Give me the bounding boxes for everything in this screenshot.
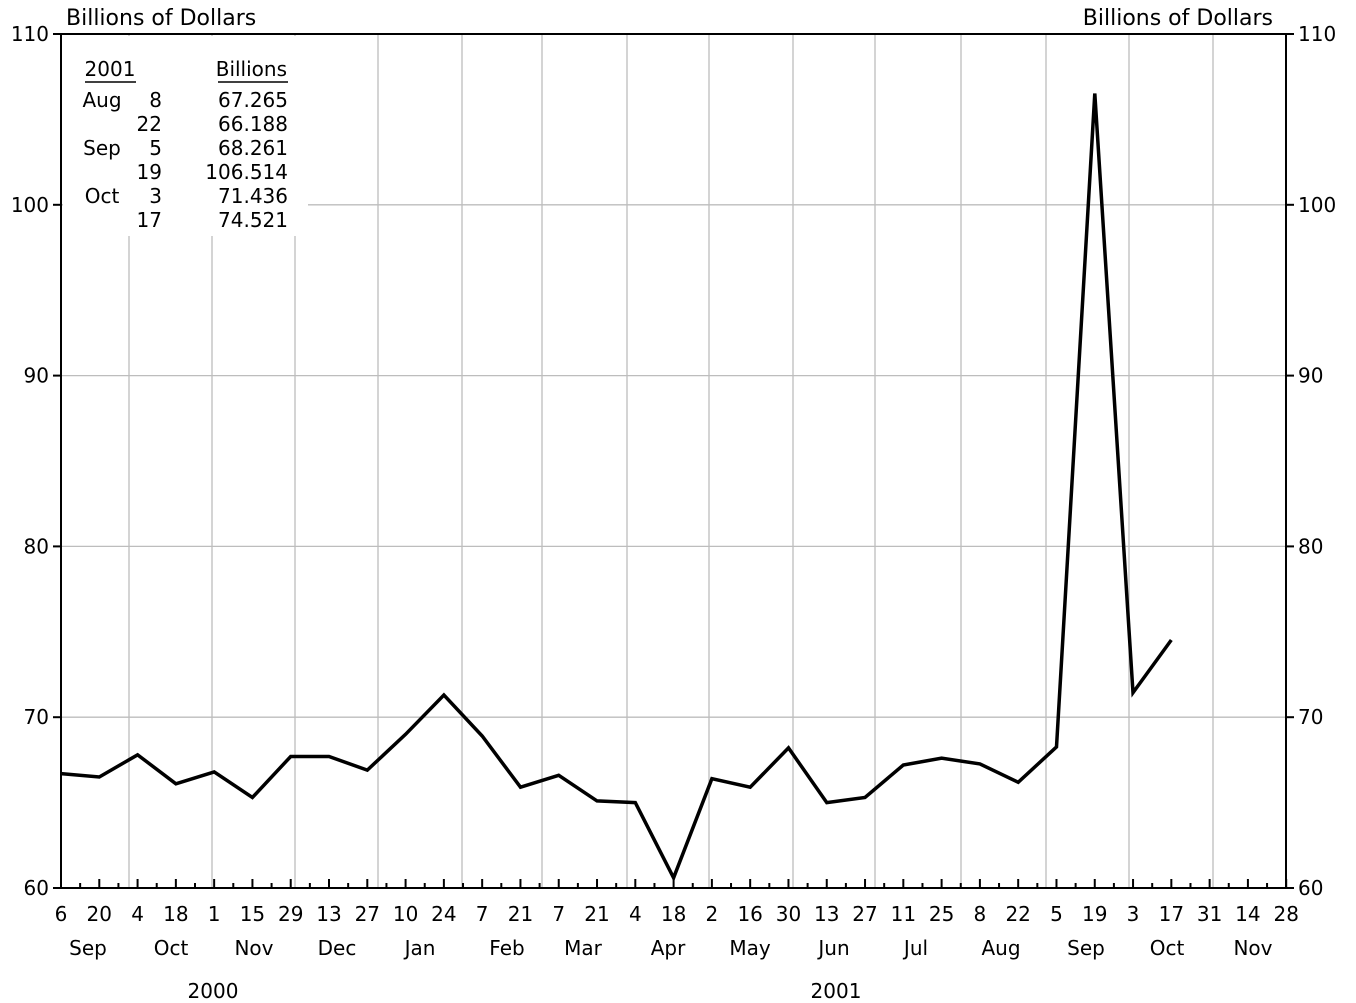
x-tick-label: 15 <box>240 902 265 926</box>
month-label: Apr <box>651 936 686 960</box>
y-tick-label-left: 100 <box>11 193 49 217</box>
x-tick-label: 14 <box>1235 902 1260 926</box>
month-label: Jun <box>816 936 849 960</box>
x-tick-label: 20 <box>87 902 112 926</box>
month-label: Jan <box>403 936 436 960</box>
inset-row-day: 5 <box>149 136 162 160</box>
x-tick-label: 7 <box>552 902 565 926</box>
y-tick-label-left: 110 <box>11 22 49 46</box>
tick-marks <box>53 33 1294 889</box>
inset-header-value: Billions <box>216 57 287 81</box>
x-tick-label: 13 <box>814 902 839 926</box>
x-tick-label: 29 <box>278 902 303 926</box>
x-tick-label: 4 <box>629 902 642 926</box>
y-tick-label-right: 90 <box>1298 364 1323 388</box>
month-label: May <box>729 936 771 960</box>
y-tick-label-left: 80 <box>24 534 49 558</box>
inset-row-day: 8 <box>149 88 162 112</box>
inset-row-value: 106.514 <box>205 160 288 184</box>
inset-row-day: 19 <box>137 160 162 184</box>
x-tick-label: 8 <box>974 902 987 926</box>
inset-row-value: 71.436 <box>218 184 288 208</box>
x-tick-label: 1 <box>208 902 221 926</box>
inset-row-month: Aug <box>82 88 121 112</box>
x-tick-label: 16 <box>737 902 762 926</box>
month-label: Dec <box>318 936 357 960</box>
x-tick-label: 21 <box>508 902 533 926</box>
inset-row-value: 74.521 <box>218 208 288 232</box>
x-tick-label: 4 <box>131 902 144 926</box>
x-tick-label: 6 <box>55 902 68 926</box>
y-axis-title-left: Billions of Dollars <box>66 6 256 31</box>
inset-row-value: 66.188 <box>218 112 288 136</box>
inset-row-month: Oct <box>85 184 120 208</box>
x-tick-label: 27 <box>355 902 380 926</box>
x-tick-label: 7 <box>476 902 489 926</box>
month-label: Feb <box>489 936 524 960</box>
x-tick-label: 18 <box>661 902 686 926</box>
inset-background <box>63 36 308 236</box>
y-tick-label-left: 70 <box>24 705 49 729</box>
year-label: 2001 <box>811 979 862 1003</box>
y-axis-title-right: Billions of Dollars <box>1083 6 1273 31</box>
x-tick-label: 3 <box>1127 902 1140 926</box>
y-tick-label-right: 100 <box>1298 193 1336 217</box>
x-tick-label: 24 <box>431 902 456 926</box>
x-tick-label: 30 <box>776 902 801 926</box>
inset-row-day: 22 <box>137 112 162 136</box>
year-label: 2000 <box>188 979 239 1003</box>
month-label: Sep <box>69 936 107 960</box>
inset-row-value: 67.265 <box>218 88 288 112</box>
y-tick-label-right: 70 <box>1298 705 1323 729</box>
x-tick-label: 5 <box>1050 902 1063 926</box>
month-label: Aug <box>981 936 1020 960</box>
x-tick-label: 31 <box>1197 902 1222 926</box>
month-label: Mar <box>564 936 603 960</box>
x-tick-label: 19 <box>1082 902 1107 926</box>
x-tick-label: 28 <box>1273 902 1298 926</box>
inset-row-month: Sep <box>83 136 121 160</box>
y-tick-label-left: 60 <box>24 876 49 900</box>
month-label: Nov <box>234 936 273 960</box>
inset-table: 2001 Billions Aug 8 67.265 22 66.188 Sep 5 68.261… <box>63 36 308 236</box>
x-tick-label: 27 <box>852 902 877 926</box>
x-tick-label: 25 <box>929 902 954 926</box>
inset-row-day: 17 <box>137 208 162 232</box>
x-tick-label: 22 <box>1005 902 1030 926</box>
x-tick-label: 10 <box>393 902 418 926</box>
inset-header-year: 2001 <box>85 57 136 81</box>
y-tick-label-right: 80 <box>1298 534 1323 558</box>
month-label: Nov <box>1233 936 1272 960</box>
x-tick-label: 11 <box>891 902 916 926</box>
series-line <box>60 93 1173 883</box>
month-label: Jul <box>902 936 928 960</box>
x-tick-label: 13 <box>316 902 341 926</box>
inset-row-value: 68.261 <box>218 136 288 160</box>
y-tick-label-left: 90 <box>24 364 49 388</box>
month-label: Oct <box>154 936 189 960</box>
x-tick-label: 21 <box>584 902 609 926</box>
y-tick-label-right: 110 <box>1298 22 1336 46</box>
month-label: Oct <box>1150 936 1185 960</box>
y-tick-label-right: 60 <box>1298 876 1323 900</box>
inset-row-day: 3 <box>149 184 162 208</box>
x-tick-label: 2 <box>706 902 719 926</box>
x-tick-label: 18 <box>163 902 188 926</box>
x-tick-label: 17 <box>1159 902 1184 926</box>
month-label: Sep <box>1067 936 1105 960</box>
